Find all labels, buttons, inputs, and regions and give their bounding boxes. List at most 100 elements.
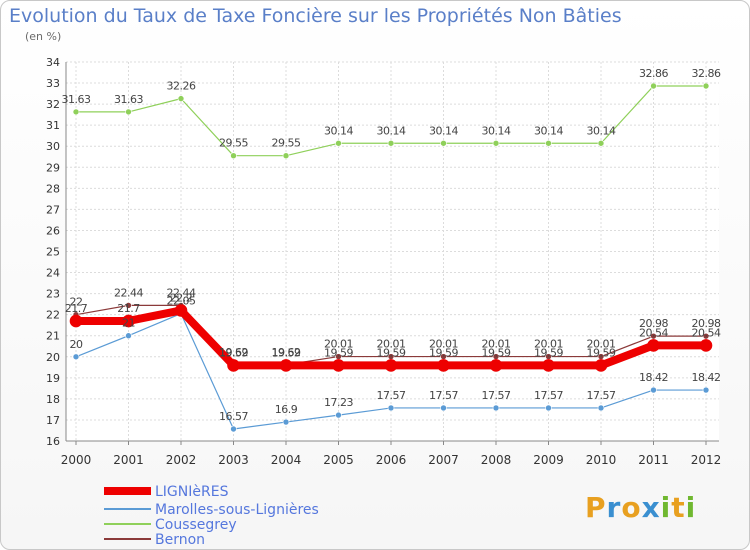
data-point [332, 359, 345, 372]
data-label: 20.54 [692, 326, 721, 339]
data-label: 19.59 [429, 346, 458, 359]
data-point [650, 386, 657, 394]
y-tick-label: 17 [46, 414, 60, 427]
data-point [492, 139, 500, 147]
data-point [125, 332, 132, 340]
y-tick-label: 18 [46, 393, 60, 406]
data-point [125, 108, 132, 116]
data-label: 22.44 [167, 286, 196, 299]
data-label: 17.23 [324, 396, 353, 409]
data-label: 20.01 [587, 338, 616, 351]
y-tick-label: 26 [46, 224, 60, 237]
data-point [387, 139, 395, 147]
x-tick-label: 2005 [323, 453, 354, 467]
data-label: 21.7 [117, 302, 140, 315]
data-label: 29.55 [272, 137, 301, 150]
data-point [177, 95, 185, 102]
data-point [702, 82, 710, 90]
x-tick-label: 2006 [376, 453, 407, 467]
y-tick-label: 19 [46, 372, 60, 385]
data-label: 16.9 [275, 403, 298, 416]
data-point [545, 404, 552, 412]
data-point [387, 404, 395, 412]
data-label: 19.59 [324, 346, 353, 359]
data-point [335, 139, 342, 147]
unit-label: (en %) [25, 30, 62, 43]
data-point [702, 386, 710, 394]
data-point [279, 359, 293, 372]
data-label: 29.55 [219, 137, 248, 150]
x-tick-label: 2009 [533, 453, 564, 467]
data-point [597, 139, 605, 147]
x-tick-label: 2002 [166, 453, 197, 467]
data-label: 30.14 [587, 124, 616, 137]
data-label: 19.59 [534, 346, 563, 359]
y-tick-label: 23 [46, 288, 60, 301]
data-point [282, 418, 290, 426]
data-point [489, 359, 503, 372]
data-label: 22.2 [170, 291, 193, 304]
y-tick-label: 30 [46, 140, 60, 153]
data-label: 17.57 [587, 389, 616, 402]
data-label: 18.42 [692, 371, 721, 384]
data-point [72, 353, 80, 361]
x-tick-label: 2012 [691, 453, 722, 467]
legend-label: Marolles-sous-Lignières [155, 502, 319, 518]
data-point [647, 339, 660, 352]
data-label: 30.14 [534, 124, 563, 137]
proxiti-logo: Proxiti [585, 491, 697, 524]
data-label: 30.14 [377, 124, 406, 137]
x-tick-label: 2000 [61, 453, 92, 467]
x-tick-label: 2007 [428, 453, 459, 467]
data-label: 19.59 [482, 346, 511, 359]
x-tick-label: 2008 [481, 453, 512, 467]
data-label: 18.42 [639, 371, 668, 384]
data-label: 20.01 [429, 338, 458, 351]
data-label: 20.01 [324, 338, 353, 351]
data-point [437, 359, 450, 372]
x-tick-label: 2001 [113, 453, 144, 467]
y-tick-label: 16 [46, 435, 60, 448]
x-tick-label: 2004 [271, 453, 302, 467]
data-point [597, 404, 605, 412]
data-label: 32.86 [692, 67, 721, 80]
y-tick-label: 22 [46, 309, 60, 322]
y-tick-label: 20 [46, 351, 60, 364]
data-label: 31.63 [114, 93, 143, 106]
y-tick-label: 31 [46, 119, 60, 132]
data-point [230, 425, 237, 433]
data-label: 20.01 [377, 338, 406, 351]
data-label: 17.57 [429, 389, 458, 402]
y-tick-label: 21 [46, 330, 60, 343]
data-label: 20.01 [534, 338, 563, 351]
data-label: 19.59 [219, 346, 248, 359]
y-tick-label: 32 [46, 98, 60, 111]
data-label: 19.59 [587, 346, 616, 359]
legend-label: Bernon [155, 532, 205, 548]
data-point [384, 359, 398, 372]
data-point [492, 404, 500, 412]
data-label: 16.57 [219, 410, 248, 423]
data-point [440, 139, 447, 147]
data-label: 19.59 [377, 346, 406, 359]
data-label: 22.44 [114, 286, 143, 299]
data-label: 30.14 [429, 124, 458, 137]
x-tick-label: 2010 [586, 453, 617, 467]
data-label: 20.54 [639, 326, 668, 339]
y-tick-label: 24 [46, 267, 60, 280]
y-tick-label: 25 [46, 246, 60, 259]
data-point [542, 359, 555, 372]
data-point [69, 314, 83, 328]
data-point [282, 152, 290, 159]
data-label: 32.86 [639, 67, 668, 80]
data-label: 31.63 [62, 93, 91, 106]
data-point [594, 359, 608, 372]
y-tick-label: 28 [46, 182, 60, 195]
data-point [125, 302, 132, 309]
data-label: 19.62 [219, 346, 248, 359]
data-label: 20.98 [692, 317, 721, 330]
x-tick-label: 2011 [638, 453, 669, 467]
data-point [227, 359, 240, 372]
y-tick-label: 34 [46, 56, 60, 69]
